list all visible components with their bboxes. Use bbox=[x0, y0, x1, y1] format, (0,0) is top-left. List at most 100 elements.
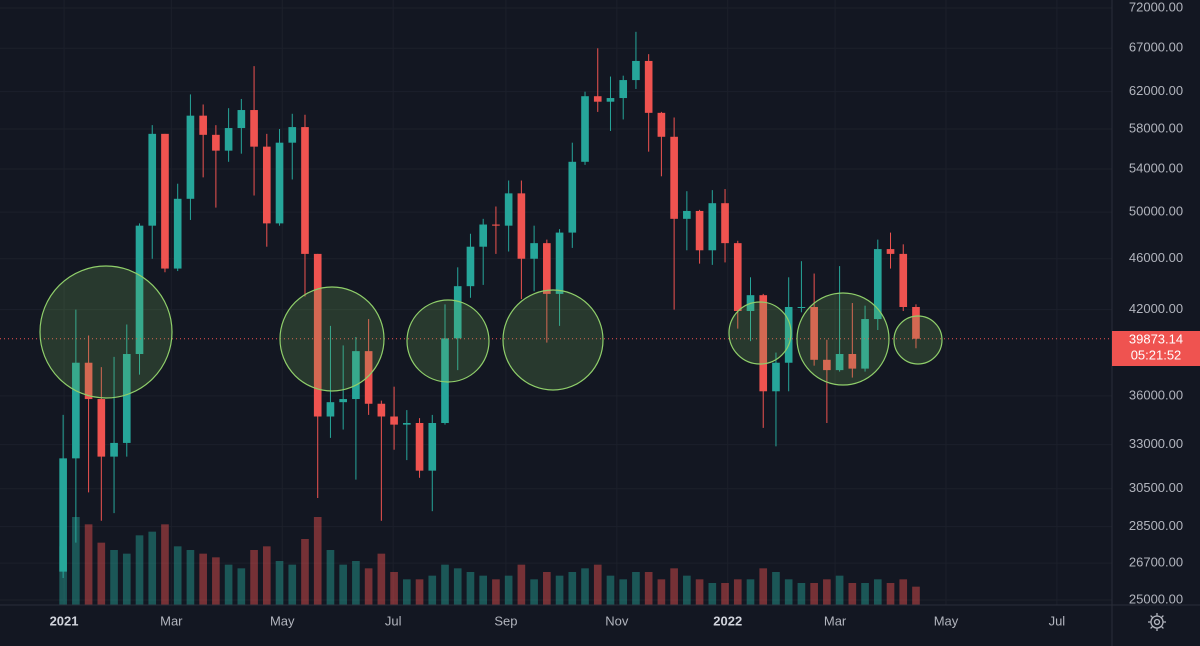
candle-body bbox=[59, 458, 67, 572]
volume-bar bbox=[313, 517, 322, 605]
candle-body bbox=[721, 203, 729, 244]
x-tick-label: Mar bbox=[160, 613, 183, 628]
volume-bar bbox=[797, 583, 806, 605]
y-tick-label: 50000.00 bbox=[1129, 204, 1183, 219]
volume-bar bbox=[733, 579, 742, 605]
candle-body bbox=[173, 198, 182, 269]
candle-body bbox=[504, 193, 513, 226]
candle-body bbox=[899, 253, 908, 307]
candle-body bbox=[479, 224, 488, 247]
candle-body bbox=[415, 422, 424, 471]
volume-bar bbox=[288, 564, 297, 605]
highlight-circle bbox=[728, 301, 792, 365]
volume-bar bbox=[899, 579, 908, 605]
settings-icon[interactable] bbox=[1148, 613, 1166, 631]
highlight-circle bbox=[39, 265, 173, 399]
volume-bar bbox=[390, 572, 398, 605]
y-tick-label: 58000.00 bbox=[1129, 120, 1183, 135]
y-tick-label: 62000.00 bbox=[1129, 83, 1183, 98]
x-tick-label: Sep bbox=[494, 613, 517, 628]
candle-body bbox=[797, 306, 806, 308]
volume-bar bbox=[683, 575, 691, 605]
candle-body bbox=[301, 127, 309, 254]
candle-body bbox=[823, 359, 831, 371]
candle-body bbox=[250, 110, 258, 147]
candle-body bbox=[568, 161, 577, 233]
volume-bar bbox=[402, 579, 411, 605]
candle-body bbox=[84, 362, 93, 400]
volume-bar bbox=[835, 575, 844, 605]
x-tick-label: May bbox=[934, 613, 959, 628]
candle-body bbox=[186, 115, 195, 199]
candle-body bbox=[810, 306, 818, 360]
candle-body bbox=[835, 354, 844, 371]
candle-body bbox=[364, 351, 373, 404]
volume-bar bbox=[606, 575, 615, 605]
highlight-circle bbox=[502, 289, 604, 391]
volume-bar bbox=[784, 579, 793, 605]
highlight-circle bbox=[796, 292, 890, 386]
axes: 72000.00 67000.00 62000.00 58000.00 54000.00… bbox=[50, 0, 1184, 628]
volume-bar bbox=[237, 568, 246, 605]
candle-body bbox=[912, 306, 920, 339]
candle-body bbox=[543, 243, 551, 294]
settings-gear-hub[interactable] bbox=[1153, 618, 1161, 626]
volume-bar bbox=[352, 561, 360, 605]
volume-bar bbox=[173, 546, 182, 605]
volume-bar bbox=[262, 546, 271, 605]
x-tick-label: Nov bbox=[605, 613, 629, 628]
candle-body bbox=[606, 98, 615, 102]
highlight-circle bbox=[279, 286, 385, 392]
candle-body bbox=[288, 127, 297, 143]
y-tick-label: 30500.00 bbox=[1129, 480, 1183, 495]
candle-body bbox=[122, 354, 131, 443]
y-tick-label: 26700.00 bbox=[1129, 555, 1183, 570]
candle-body bbox=[861, 319, 869, 369]
y-tick-label: 25000.00 bbox=[1129, 591, 1183, 606]
volume-bar bbox=[644, 572, 653, 605]
volume-bar bbox=[543, 572, 551, 605]
volume-bar bbox=[339, 564, 347, 605]
volume-bar bbox=[517, 564, 526, 605]
candle-body bbox=[110, 442, 118, 457]
volume-bar bbox=[364, 568, 373, 605]
volume-bar bbox=[275, 561, 284, 605]
candle-body bbox=[262, 146, 271, 224]
price-label: 39873.14 05:21:52 bbox=[1112, 331, 1200, 366]
candle-body bbox=[161, 133, 169, 269]
volume-bar bbox=[377, 553, 386, 605]
highlight-circle bbox=[893, 315, 943, 365]
volume-bar bbox=[581, 568, 589, 605]
candle-body bbox=[759, 295, 768, 392]
settings-gear-teeth[interactable] bbox=[1148, 613, 1166, 631]
plot-area bbox=[0, 31, 1112, 605]
candle-body bbox=[555, 232, 564, 294]
highlight-circle bbox=[406, 299, 490, 383]
candle-body bbox=[148, 133, 157, 226]
price-label-box bbox=[1112, 331, 1200, 366]
volume-bar bbox=[161, 524, 169, 605]
volume-bar bbox=[593, 564, 602, 605]
volume-bar bbox=[441, 564, 449, 605]
candle-body bbox=[441, 338, 449, 423]
y-tick-label: 67000.00 bbox=[1129, 40, 1183, 55]
volume-bar bbox=[122, 553, 131, 605]
candle-body bbox=[453, 286, 462, 339]
candle-body bbox=[848, 354, 857, 369]
volume-bar bbox=[619, 579, 628, 605]
candle-body bbox=[212, 134, 220, 151]
volume-bar bbox=[466, 572, 475, 605]
volume-bar bbox=[84, 524, 93, 605]
candle-body bbox=[313, 253, 322, 417]
volume-bar bbox=[873, 579, 882, 605]
candle-body bbox=[644, 60, 653, 113]
x-tick-label: May bbox=[270, 613, 295, 628]
volume-bar bbox=[199, 553, 207, 605]
candle-body bbox=[593, 96, 602, 102]
candle-body bbox=[683, 210, 691, 219]
y-tick-label: 54000.00 bbox=[1129, 160, 1183, 175]
grid bbox=[0, 0, 1112, 605]
volume-bar bbox=[721, 583, 729, 605]
volume-bar bbox=[504, 575, 513, 605]
candle-body bbox=[466, 246, 475, 287]
